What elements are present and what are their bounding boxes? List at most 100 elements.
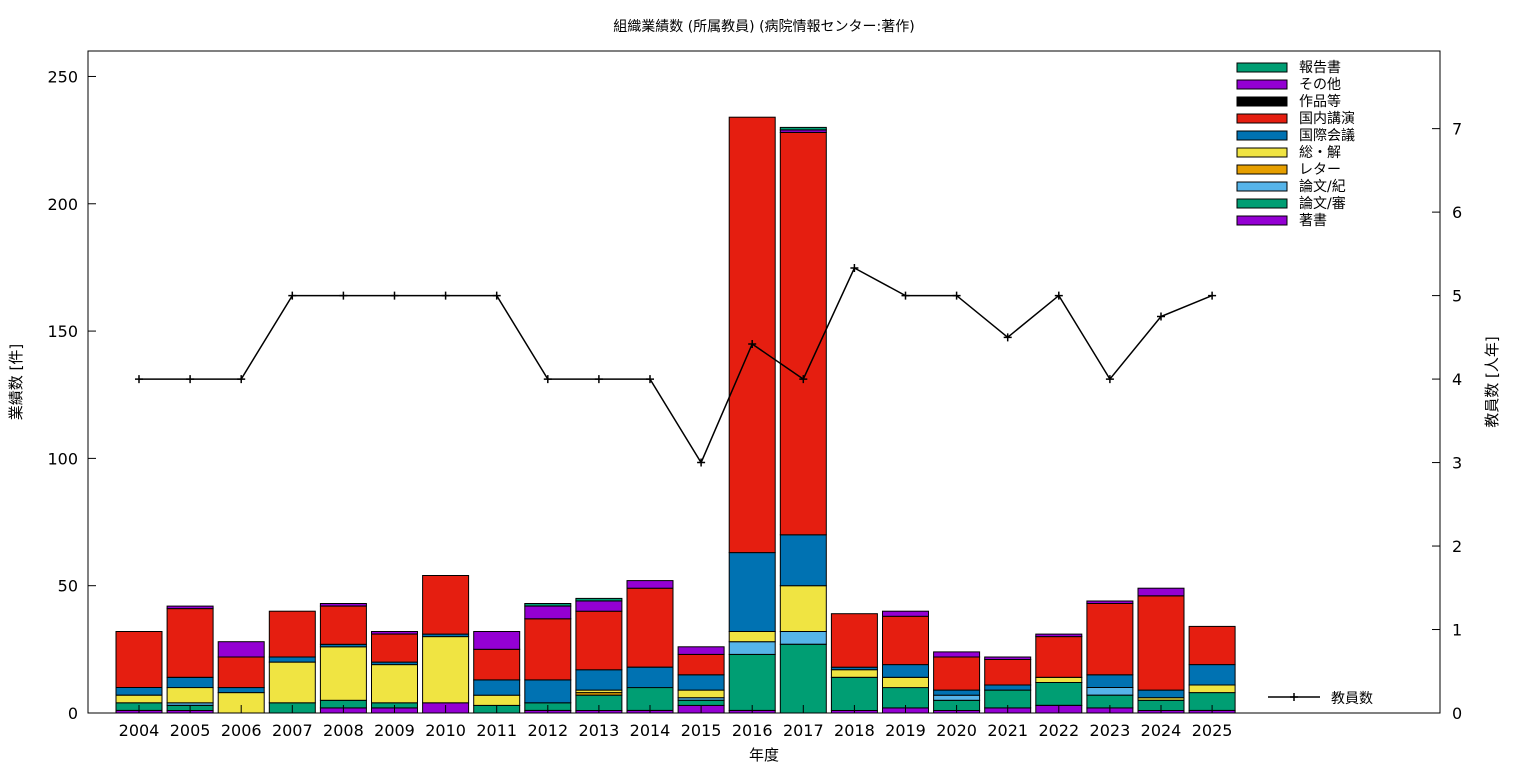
bars-layer bbox=[115, 116, 1236, 714]
staff-point-2025 bbox=[1208, 291, 1217, 300]
plot-frame bbox=[87, 50, 1441, 714]
legend-label: 国際会議 bbox=[1299, 127, 1355, 144]
x-tick-label: 2015 bbox=[681, 721, 722, 740]
bar-segment-2007-s4 bbox=[268, 661, 316, 704]
bar-segment-2018-s4 bbox=[830, 669, 878, 678]
bar-segment-2023-s5 bbox=[1086, 674, 1134, 688]
staff-point-2011 bbox=[492, 291, 501, 300]
legend-swatch bbox=[1236, 198, 1288, 209]
bar-segment-2021-s6 bbox=[984, 659, 1032, 686]
y-axis-label: 業績数 [件] bbox=[7, 344, 25, 420]
bar-segment-2009-s6 bbox=[371, 633, 418, 663]
legend-swatch bbox=[1236, 96, 1288, 107]
y2-tick-label: 4 bbox=[1452, 370, 1462, 389]
line-legend: 教員数 bbox=[1268, 691, 1373, 707]
y2-tick-label: 2 bbox=[1452, 537, 1462, 556]
bar-segment-2020-s2 bbox=[933, 694, 981, 701]
bar-segment-2019-s1 bbox=[882, 687, 929, 709]
bar-segment-2023-s8 bbox=[1086, 600, 1134, 604]
bar-segment-2011-s4 bbox=[473, 694, 521, 706]
bar-segment-2021-s8 bbox=[984, 656, 1032, 660]
bar-segment-2017-s4 bbox=[779, 585, 827, 633]
staff-point-2017 bbox=[799, 375, 808, 384]
legend-swatch bbox=[1236, 164, 1288, 175]
bar-segment-2019-s8 bbox=[882, 610, 929, 617]
bar-segment-2015-s6 bbox=[677, 653, 725, 676]
bar-segment-2010-s4 bbox=[422, 636, 470, 704]
y-tick-label: 250 bbox=[47, 67, 78, 86]
bar-segment-2012-s8 bbox=[524, 605, 572, 620]
legend-label: その他 bbox=[1299, 77, 1341, 93]
x-tick-label: 2010 bbox=[425, 721, 466, 740]
legend-label: 報告書 bbox=[1299, 60, 1341, 76]
bar-segment-2017-s1 bbox=[779, 643, 827, 714]
bar-segment-2005-s6 bbox=[166, 608, 214, 678]
y2-tick-label: 5 bbox=[1452, 287, 1462, 306]
x-tick-label: 2016 bbox=[732, 721, 773, 740]
staff-point-2013 bbox=[594, 375, 603, 384]
bar-segment-2011-s6 bbox=[473, 648, 521, 681]
y-tick-label: 100 bbox=[47, 449, 78, 468]
staff-point-2007 bbox=[288, 291, 297, 300]
staff-point-2018 bbox=[850, 264, 859, 273]
bar-segment-2016-s6 bbox=[728, 116, 776, 554]
bar-segment-2006-s6 bbox=[217, 656, 265, 689]
staff-point-2015 bbox=[697, 458, 706, 467]
y-tick-label: 150 bbox=[47, 322, 78, 341]
bar-segment-2019-s5 bbox=[882, 664, 929, 678]
y2-tick-label: 6 bbox=[1452, 203, 1462, 222]
y-tick-label: 200 bbox=[47, 195, 78, 214]
bar-segment-2020-s5 bbox=[933, 689, 981, 696]
bar-segment-2022-s1 bbox=[1035, 681, 1083, 706]
bar-segment-2019-s4 bbox=[882, 676, 929, 689]
x-axis-label: 年度 bbox=[749, 746, 779, 764]
staff-point-2005 bbox=[186, 375, 195, 384]
line-layer bbox=[135, 264, 1217, 467]
legend-swatch bbox=[1236, 62, 1288, 73]
bar-segment-2012-s9 bbox=[524, 603, 572, 607]
x-tick-label: 2024 bbox=[1141, 721, 1182, 740]
y2-tick-label: 0 bbox=[1452, 704, 1462, 723]
bar-segment-2025-s6 bbox=[1188, 625, 1236, 666]
legend-label: 総・解 bbox=[1299, 145, 1341, 161]
bar-segment-2014-s8 bbox=[626, 580, 674, 589]
bar-segment-2020-s6 bbox=[933, 656, 981, 691]
x-tick-label: 2022 bbox=[1038, 721, 1079, 740]
bar-segment-2017-s5 bbox=[779, 534, 827, 587]
x-tick-label: 2007 bbox=[272, 721, 313, 740]
bar-segment-2013-s9 bbox=[575, 597, 623, 602]
x-tick-label: 2019 bbox=[885, 721, 926, 740]
x-tick-label: 2018 bbox=[834, 721, 875, 740]
bar-segment-2016-s1 bbox=[728, 653, 776, 711]
bar-segment-2024-s8 bbox=[1137, 587, 1185, 597]
line-legend-marker bbox=[1290, 693, 1298, 701]
bar-segment-2008-s8 bbox=[319, 603, 367, 607]
x-tick-label: 2020 bbox=[936, 721, 977, 740]
x-tick-label: 2005 bbox=[170, 721, 211, 740]
bar-segment-2007-s5 bbox=[268, 656, 316, 663]
bar-segment-2004-s6 bbox=[115, 631, 163, 688]
staff-point-2008 bbox=[339, 291, 348, 300]
bar-segment-2007-s6 bbox=[268, 610, 316, 658]
bar-segment-2022-s4 bbox=[1035, 676, 1083, 684]
bar-segment-2016-s5 bbox=[728, 552, 776, 632]
x-tick-label: 2011 bbox=[476, 721, 517, 740]
bar-segment-2024-s6 bbox=[1137, 595, 1185, 691]
staff-point-2023 bbox=[1105, 375, 1114, 384]
bar-segment-2017-s2 bbox=[779, 631, 827, 645]
x-tick-label: 2006 bbox=[221, 721, 262, 740]
bar-segment-2011-s5 bbox=[473, 679, 521, 696]
bar-segment-2005-s5 bbox=[166, 676, 214, 689]
x-tick-label: 2014 bbox=[630, 721, 671, 740]
staff-point-2019 bbox=[901, 291, 910, 300]
x-tick-label: 2017 bbox=[783, 721, 824, 740]
bar-segment-2022-s6 bbox=[1035, 636, 1083, 678]
staff-point-2021 bbox=[1003, 333, 1012, 342]
x-tick-label: 2009 bbox=[374, 721, 415, 740]
chart-title: 組織業績数 (所属教員) (病院情報センター:著作) bbox=[613, 19, 914, 35]
bar-segment-2025-s4 bbox=[1188, 684, 1236, 694]
bar-segment-2005-s8 bbox=[166, 605, 214, 610]
bar-segment-2021-s5 bbox=[984, 684, 1032, 691]
bar-segment-2008-s6 bbox=[319, 605, 367, 645]
bar-segment-2012-s6 bbox=[524, 618, 572, 681]
